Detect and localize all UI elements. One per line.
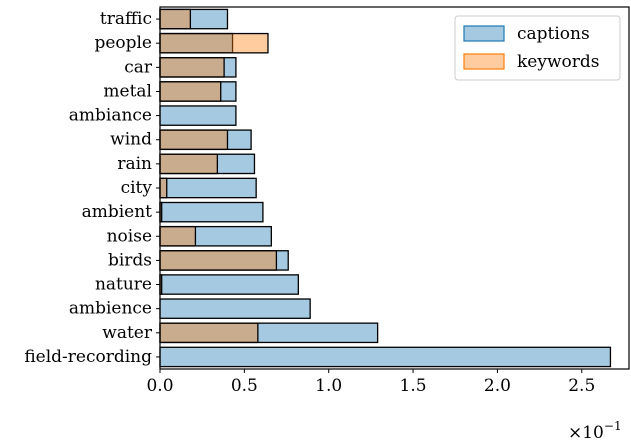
y-tick-label: people [94, 33, 152, 53]
y-tick-label: noise [107, 226, 152, 246]
keywords-bar-birds [159, 250, 278, 271]
captions-bar-nature [159, 274, 299, 295]
captions-bar-ambient [159, 201, 264, 223]
y-tick-label: ambient [82, 202, 153, 222]
captions-bar-field-recording [159, 346, 612, 368]
x-tick-label: 0.5 [231, 376, 258, 396]
keywords-bar-water [159, 322, 259, 344]
keywords-bar-metal [159, 81, 222, 102]
y-tick-label: ambience [69, 299, 152, 319]
x-tick-label: 0.0 [146, 376, 173, 396]
captions-bar-city [159, 177, 257, 199]
x-axis-multiplier: ×10−1 [568, 419, 622, 443]
legend-label-keywords: keywords [517, 52, 600, 72]
y-tick-label: birds [108, 250, 152, 270]
keywords-bar-noise [159, 225, 197, 247]
legend-swatch-captions [463, 25, 505, 42]
y-tick-label: traffic [100, 9, 152, 29]
x-tick-label: 1.0 [315, 376, 342, 396]
captions-bar-ambiance [159, 105, 237, 126]
keywords-bar-people [159, 32, 269, 54]
keywords-bar-city [159, 177, 168, 199]
y-axis: field-recording water ambience nature birds n… [24, 9, 160, 367]
legend: captions keywords [454, 15, 621, 81]
keywords-bar-wind [159, 129, 229, 151]
keywords-bars [159, 8, 278, 344]
y-tick-label: car [124, 57, 153, 77]
legend-swatch-keywords [463, 53, 505, 70]
legend-box [454, 15, 621, 81]
y-tick-label: ambiance [69, 106, 152, 126]
captions-bar-ambience [159, 298, 311, 319]
y-tick-label: field-recording [24, 347, 152, 367]
y-tick-label: wind [110, 130, 152, 150]
x-tick-label: 2.5 [568, 376, 595, 396]
x-tick-label: 1.5 [400, 376, 427, 396]
y-tick-label: nature [95, 275, 152, 295]
keywords-bar-traffic [159, 8, 192, 30]
y-tick-label: city [121, 178, 153, 198]
keywords-bar-car [159, 57, 225, 78]
y-tick-label: water [102, 323, 153, 343]
legend-label-captions: captions [517, 24, 590, 44]
keywords-bar-rain [159, 153, 219, 175]
x-axis: 0.0 0.5 1.0 1.5 2.0 2.5 [146, 369, 595, 396]
y-tick-label: rain [117, 154, 152, 174]
y-tick-label: metal [103, 81, 152, 101]
x-tick-label: 2.0 [484, 376, 511, 396]
